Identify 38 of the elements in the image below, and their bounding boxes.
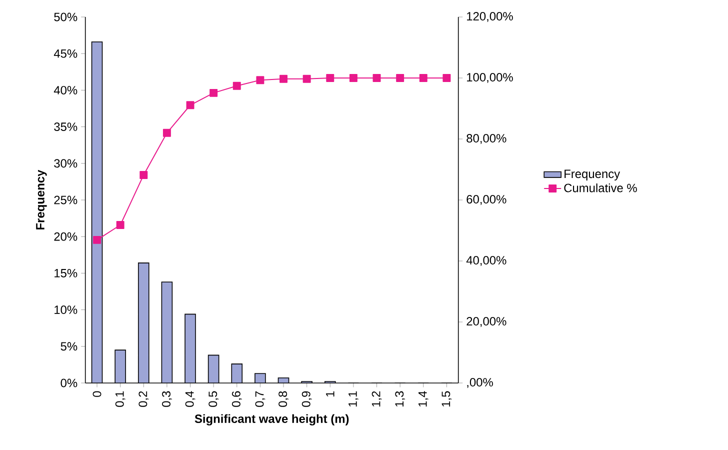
y2-tick-label: 40,00% — [466, 256, 506, 266]
x-tick-label: 1 — [326, 391, 334, 396]
x-tick-label: 1,3 — [395, 391, 406, 406]
y-tick-label: 25% — [54, 196, 78, 204]
x-tick-label: 0,8 — [278, 391, 288, 407]
x-tick-label: 0,1 — [115, 391, 126, 407]
x-tick-label: 0,2 — [138, 391, 149, 407]
x-tick-label: 1,1 — [348, 391, 358, 406]
y2-tick-label: 80,00% — [466, 134, 506, 144]
y2-tick-label: 100,00% — [467, 73, 513, 83]
x-tick-label: 0,9 — [302, 391, 312, 407]
x-tick-label: 1,4 — [418, 391, 428, 406]
y2-tick-label: 60,00% — [466, 195, 506, 205]
y-tick-label: 20% — [54, 232, 78, 241]
y-tick-label: 50% — [54, 12, 78, 22]
y-tick-label: 45% — [54, 49, 78, 58]
x-tick-label: 0,4 — [185, 391, 196, 407]
y-tick-label: 0% — [60, 378, 78, 388]
y2-tick-label: 120,00% — [467, 12, 513, 22]
x-tick-label: 0,7 — [255, 391, 266, 407]
x-axis-title: Significant wave height (m) — [194, 414, 349, 426]
x-tick-label: 1,2 — [372, 391, 382, 406]
y-tick-label: 5% — [60, 342, 78, 351]
x-tick-label: 0,5 — [208, 391, 219, 407]
y2-tick-label: ,00% — [467, 378, 493, 388]
y2-tick-label: 20,00% — [466, 317, 506, 327]
x-tick-label: 0 — [92, 391, 102, 397]
y-tick-label: 30% — [54, 159, 78, 168]
x-tick-label: 1,5 — [442, 391, 452, 406]
legend-label: Frequency — [564, 170, 620, 180]
y-tick-label: 35% — [54, 122, 78, 132]
x-tick-label: 0,6 — [232, 391, 242, 407]
y-tick-label: 10% — [54, 306, 78, 314]
x-tick-label: 0,3 — [162, 391, 172, 407]
y-tick-label: 40% — [54, 86, 78, 94]
legend-label: Cumulative % — [564, 183, 637, 192]
y-tick-label: 15% — [54, 268, 78, 278]
y-axis-title: Frequency — [36, 170, 47, 230]
